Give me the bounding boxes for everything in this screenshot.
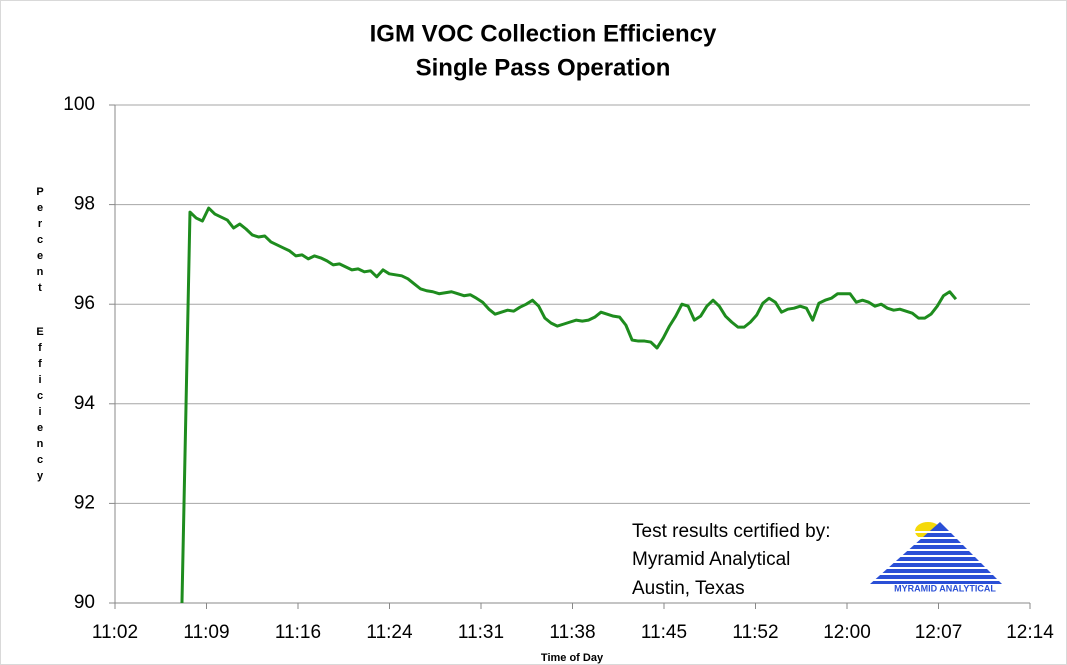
y-tick-label: 90 bbox=[74, 592, 95, 613]
annotation: Test results certified by: bbox=[632, 521, 831, 542]
y-tick-label: 92 bbox=[74, 492, 95, 513]
x-tick-label: 11:38 bbox=[549, 622, 595, 643]
x-tick-label: 11:45 bbox=[641, 622, 687, 643]
chart-title: IGM VOC Collection Efficiency bbox=[370, 20, 717, 47]
x-tick-label: 11:24 bbox=[366, 622, 413, 643]
x-axis-label: Time of Day bbox=[541, 652, 604, 664]
x-tick-label: 11:31 bbox=[458, 622, 504, 643]
logo: MYRAMID ANALYTICAL bbox=[860, 522, 1010, 593]
annotation: Austin, Texas bbox=[632, 578, 745, 599]
x-tick-label: 12:07 bbox=[915, 622, 963, 643]
chart-subtitle: Single Pass Operation bbox=[416, 54, 671, 81]
x-tick-label: 11:09 bbox=[183, 622, 229, 643]
logo-stripes bbox=[860, 531, 1010, 581]
y-tick-label: 98 bbox=[74, 194, 95, 215]
y-tick-label: 100 bbox=[63, 94, 95, 115]
annotation: Myramid Analytical bbox=[632, 549, 790, 570]
x-tick-label: 12:14 bbox=[1006, 622, 1054, 643]
data-line bbox=[180, 206, 958, 604]
y-tick-label: 94 bbox=[74, 393, 96, 414]
x-tick-label: 12:00 bbox=[823, 622, 871, 643]
x-tick-label: 11:16 bbox=[275, 622, 321, 643]
x-tick-label: 11:52 bbox=[732, 622, 778, 643]
x-tick-label: 11:02 bbox=[92, 622, 138, 643]
logo-text: MYRAMID ANALYTICAL bbox=[894, 583, 996, 593]
y-tick-label: 96 bbox=[74, 293, 95, 314]
